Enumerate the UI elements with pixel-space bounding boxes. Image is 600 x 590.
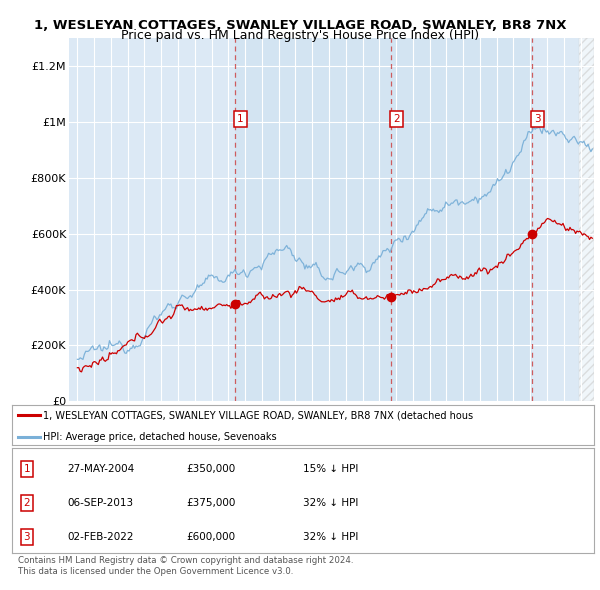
Text: HPI: Average price, detached house, Sevenoaks: HPI: Average price, detached house, Seve… <box>43 432 277 442</box>
Text: 3: 3 <box>23 532 30 542</box>
Text: 06-SEP-2013: 06-SEP-2013 <box>67 498 133 508</box>
Bar <box>579 38 594 401</box>
Text: £375,000: £375,000 <box>187 498 236 508</box>
Text: £600,000: £600,000 <box>187 532 236 542</box>
Text: 1: 1 <box>23 464 30 474</box>
Text: 32% ↓ HPI: 32% ↓ HPI <box>303 498 358 508</box>
Text: 2: 2 <box>23 498 30 508</box>
Text: 15% ↓ HPI: 15% ↓ HPI <box>303 464 358 474</box>
Text: 2: 2 <box>393 114 400 124</box>
Text: 27-MAY-2004: 27-MAY-2004 <box>67 464 134 474</box>
Text: 02-FEB-2022: 02-FEB-2022 <box>67 532 134 542</box>
Text: 3: 3 <box>534 114 541 124</box>
Bar <box>235 38 532 401</box>
Text: 32% ↓ HPI: 32% ↓ HPI <box>303 532 358 542</box>
Text: 1: 1 <box>237 114 244 124</box>
Text: 1, WESLEYAN COTTAGES, SWANLEY VILLAGE ROAD, SWANLEY, BR8 7NX: 1, WESLEYAN COTTAGES, SWANLEY VILLAGE RO… <box>34 19 566 32</box>
Text: Price paid vs. HM Land Registry's House Price Index (HPI): Price paid vs. HM Land Registry's House … <box>121 30 479 42</box>
Text: £350,000: £350,000 <box>187 464 236 474</box>
Text: 1, WESLEYAN COTTAGES, SWANLEY VILLAGE ROAD, SWANLEY, BR8 7NX (detached hous: 1, WESLEYAN COTTAGES, SWANLEY VILLAGE RO… <box>43 411 473 420</box>
Text: Contains HM Land Registry data © Crown copyright and database right 2024.
This d: Contains HM Land Registry data © Crown c… <box>18 556 353 576</box>
